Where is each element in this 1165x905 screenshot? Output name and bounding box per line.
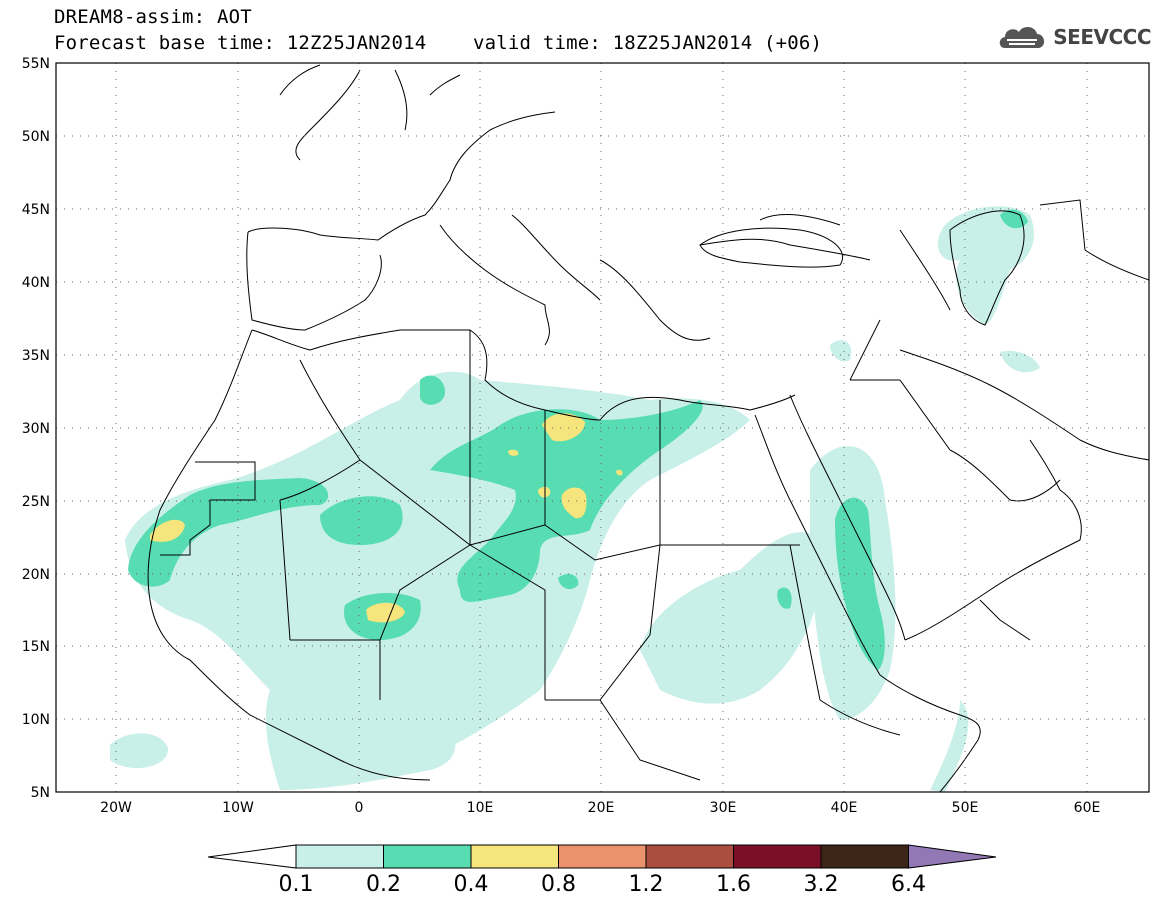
lat-tick-label: 40N [22,275,50,291]
colorbar-segment [733,844,822,869]
seevccc-logo: SEEVCCC [997,22,1151,52]
colorbar [207,844,997,869]
colorbar-segment [908,844,997,869]
lat-tick-label: 35N [22,348,50,364]
lat-tick-label: 25N [22,494,50,510]
lat-tick-label: 55N [22,56,50,72]
lon-tick-label: 10E [467,800,494,816]
colorbar-label: 3.2 [803,872,839,897]
colorbar-segment [558,844,647,869]
colorbar-segment [820,844,909,869]
lon-tick-label: 50E [952,800,979,816]
colorbar-segment [645,844,734,869]
colorbar-label: 0.8 [541,872,576,897]
lon-tick-label: 40E [831,800,858,816]
lon-tick-label: 60E [1074,800,1101,816]
colorbar-segment [295,844,384,869]
colorbar-label: 1.2 [628,872,664,897]
cloud-icon [1000,26,1045,48]
latitude-tick-labels: 55N 50N 45N 40N 35N 30N 25N 20N 15N 10N … [22,56,50,801]
map-frame [55,62,1150,793]
lat-tick-label: 15N [22,639,50,655]
lat-tick-label: 30N [22,421,50,437]
colorbar-segment [383,844,472,869]
colorbar-segment [207,844,297,869]
lat-tick-label: 20N [22,567,50,583]
colorbar-label: 0.4 [453,872,489,897]
lon-tick-label: 0 [355,800,364,816]
longitude-tick-labels: 20W 10W 0 10E 20E 30E 40E 50E 60E [100,800,1100,816]
colorbar-label: 0.1 [278,872,314,897]
lat-tick-label: 50N [22,129,50,145]
colorbar-label: 6.4 [891,872,926,897]
colorbar-label: 1.6 [716,872,751,897]
coastlines-borders [147,64,1149,792]
lon-tick-label: 30E [710,800,737,816]
lat-tick-label: 10N [22,712,50,728]
lon-tick-label: 20E [588,800,615,816]
forecast-times: Forecast base time: 12Z25JAN2014 valid t… [54,32,823,54]
product-title: DREAM8-assim: AOT [54,6,252,28]
aot-fields [110,206,1040,792]
lat-tick-label: 45N [22,202,50,218]
colorbar-label: 0.2 [366,872,401,897]
lon-tick-label: 10W [222,800,254,816]
lat-tick-label: 5N [31,785,50,801]
logo-text: SEEVCCC [1053,25,1151,49]
lon-tick-label: 20W [100,800,132,816]
colorbar-segment [470,844,559,869]
